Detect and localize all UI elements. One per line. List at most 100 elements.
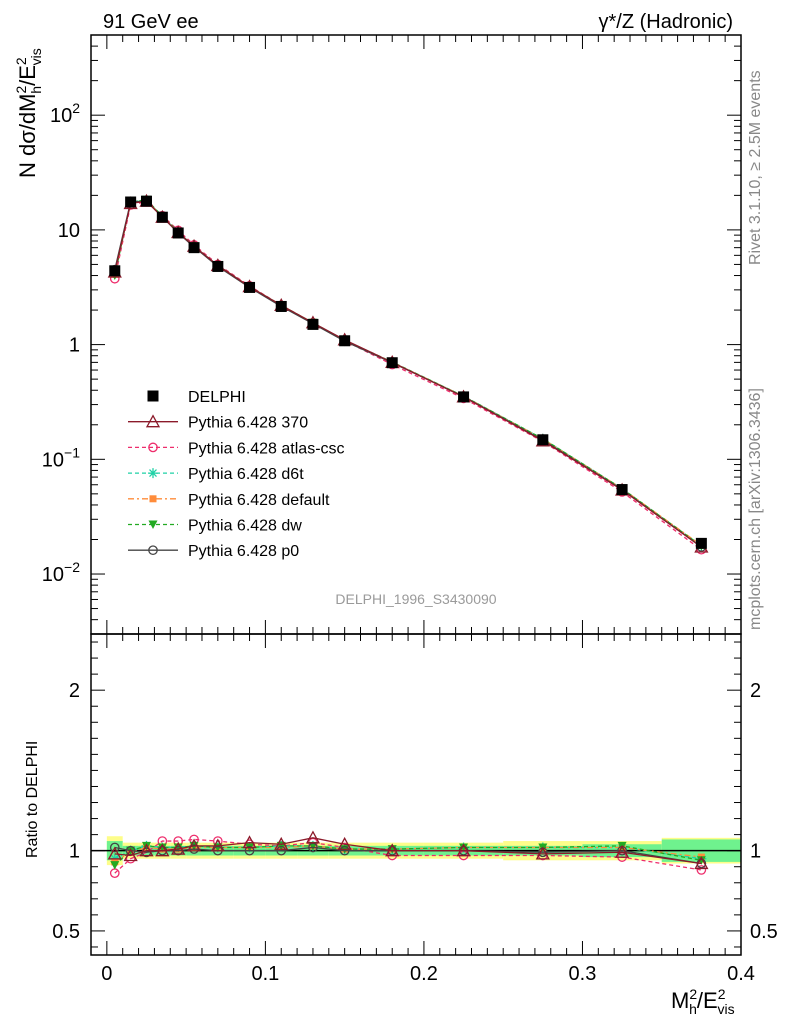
legend-label-atlas: Pythia 6.428 atlas-csc — [188, 440, 345, 457]
legend-label-p370: Pythia 6.428 370 — [188, 415, 308, 432]
ratio-point-p370 — [186, 838, 202, 852]
data-point — [537, 434, 549, 446]
ratio-line-dw — [114, 845, 702, 866]
ratio-point-p370 — [535, 846, 550, 860]
legend-entry-data: DELPHI — [147, 389, 246, 406]
legend-label-data: DELPHI — [188, 389, 246, 406]
ratio-ylabel: Ratio to DELPHI — [24, 741, 41, 858]
legend-entry-d6t: Pythia 6.428 d6t — [128, 466, 304, 483]
y-tick-label: 102 — [50, 100, 80, 127]
legend-marker-p0 — [148, 545, 158, 556]
ratio-point-p0 — [244, 845, 255, 856]
x-tick-label: 0.2 — [410, 963, 438, 985]
ratio-point-p0 — [339, 845, 350, 856]
data-point — [275, 300, 287, 312]
ratio-point-p370 — [155, 843, 170, 857]
ratio-point-p0 — [276, 845, 287, 856]
legend-entry-atlas: Pythia 6.428 atlas-csc — [128, 440, 345, 457]
ratio-y-tick-label: 1 — [69, 841, 80, 863]
analysis-watermark: DELPHI_1996_S3430090 — [335, 591, 496, 607]
ratio-point-p370 — [274, 836, 289, 850]
data-point — [339, 335, 351, 347]
ratio-point-dw — [157, 843, 167, 852]
ratio-y-tick-label-right: 1 — [750, 841, 761, 863]
ratio-point-atlas — [696, 865, 707, 875]
legend-entry-p370: Pythia 6.428 370 — [128, 414, 308, 432]
header-left: 91 GeV ee — [103, 11, 199, 33]
data-point — [386, 357, 398, 369]
ratio-y-tick-label-right: 2 — [750, 680, 761, 702]
ratio-point-p370 — [123, 848, 138, 862]
legend-entry-default: Pythia 6.428 default — [128, 492, 330, 509]
ratio-y-tick-label-right: 0.5 — [750, 921, 778, 943]
x-axis-title: M2 h/E2 vis — [671, 986, 735, 1017]
legend-entry-p0: Pythia 6.428 p0 — [128, 543, 299, 560]
ratio-point-dw — [110, 861, 120, 870]
ratio-point-p370 — [615, 844, 630, 858]
legend-label-dw: Pythia 6.428 dw — [188, 518, 302, 535]
header-right-prefix: γ*/Z — [599, 11, 635, 33]
ratio-line-p0 — [114, 846, 702, 865]
mcplots-label: mcplots.cern.ch [arXiv:1306.3436] — [747, 388, 764, 630]
ratio-point-p370 — [694, 856, 709, 870]
ratio-point-dw — [696, 856, 706, 865]
data-point — [109, 265, 121, 277]
ratio-y-tick-label: 0.5 — [52, 921, 80, 943]
legend-entry-dw: Pythia 6.428 dw — [128, 518, 302, 535]
data-point — [616, 484, 628, 496]
ratio-point-p0 — [109, 842, 120, 853]
ratio-point-dw — [141, 841, 151, 851]
ratio-point-p370 — [139, 843, 154, 857]
ratio-point-p370 — [456, 843, 471, 857]
data-point — [125, 196, 137, 208]
data-point — [188, 242, 200, 254]
ratio-point-p370 — [337, 836, 352, 850]
rivet-label: Rivet 3.1.10, ≥ 2.5M events — [747, 70, 764, 265]
data-point — [307, 318, 319, 330]
legend-marker-dw — [148, 520, 158, 529]
y-tick-label: 10 — [58, 220, 80, 242]
x-tick-label: 0.3 — [569, 963, 597, 985]
series-line-dw — [114, 199, 702, 547]
legend-label-d6t: Pythia 6.428 d6t — [188, 466, 304, 483]
x-tick-label: 0.1 — [251, 963, 279, 985]
header-right: γ*/Z (Hadronic) — [599, 11, 733, 33]
ratio-line-p370 — [114, 837, 702, 865]
x-tick-label: 0.4 — [727, 963, 755, 985]
legend-marker-p370 — [145, 414, 161, 428]
ratio-point-p0 — [189, 844, 199, 854]
series-line-atlas — [114, 201, 702, 551]
main-ylabel: N dσ/dM2h/E2vis — [13, 48, 44, 178]
data-point — [212, 260, 224, 272]
ratio-line-atlas — [114, 838, 702, 874]
series-line-p370 — [114, 200, 702, 548]
legend-label-p0: Pythia 6.428 p0 — [188, 543, 299, 560]
ratio-point-p370 — [210, 838, 225, 852]
data-point — [244, 281, 256, 293]
legend-label-default: Pythia 6.428 default — [188, 492, 330, 509]
ratio-point-p370 — [385, 843, 400, 857]
header-right-suffix: (Hadronic) — [634, 11, 733, 33]
data-point — [695, 537, 707, 549]
legend-marker-d6t — [148, 468, 158, 479]
y-tick-label: 10−1 — [42, 444, 80, 471]
y-tick-label: 10−2 — [42, 559, 80, 586]
data-point — [172, 227, 184, 239]
data-point — [140, 195, 152, 207]
ratio-point-dw — [459, 843, 469, 852]
ratio-point-p370 — [305, 830, 321, 844]
legend-marker-default — [149, 495, 157, 503]
ratio-y-tick-label: 2 — [69, 680, 80, 702]
ratio-point-dw — [173, 843, 183, 852]
legend-marker-atlas — [148, 442, 158, 453]
data-point — [458, 391, 470, 403]
ratio-point-p370 — [107, 846, 122, 860]
legend-marker-data — [147, 390, 159, 402]
x-tick-label: 0 — [101, 963, 112, 985]
ratio-point-p370 — [242, 835, 257, 849]
ratio-point-p370 — [171, 841, 186, 855]
y-tick-label: 1 — [69, 335, 80, 357]
data-point — [156, 211, 168, 223]
ratio-frame — [90, 633, 742, 956]
